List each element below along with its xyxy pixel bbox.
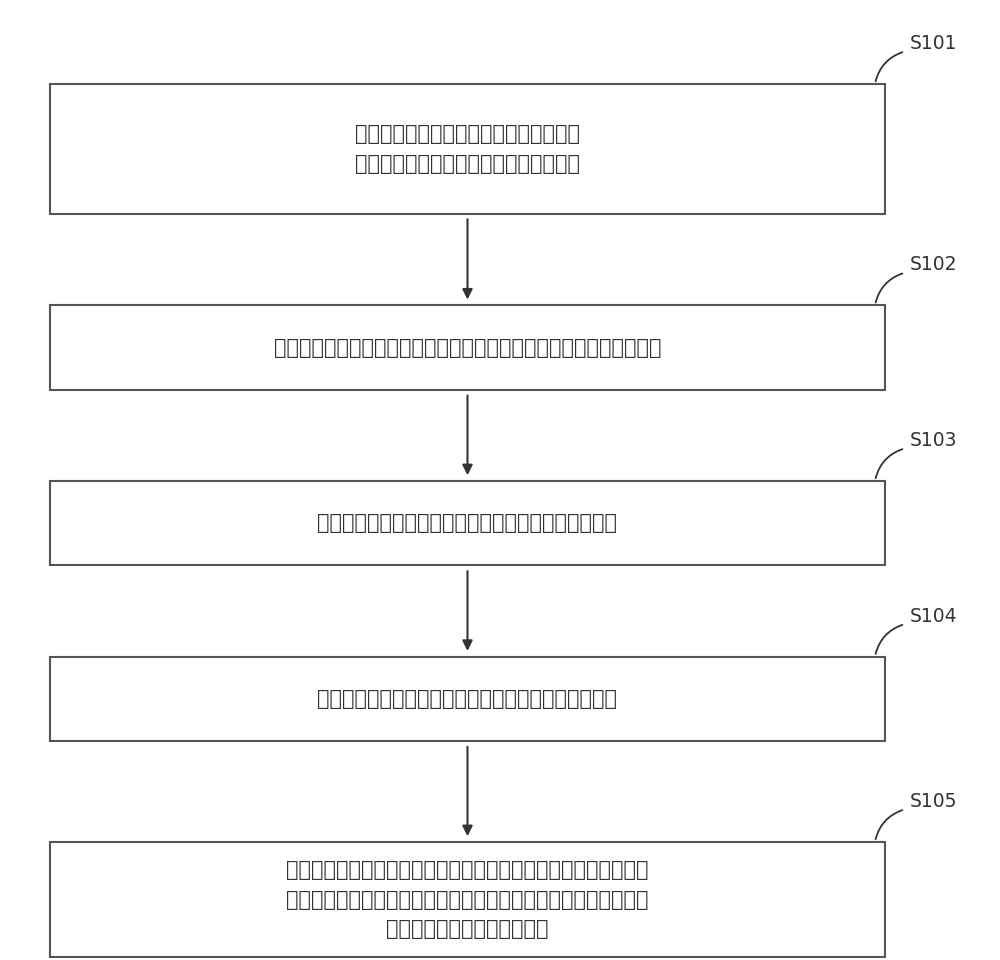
Text: S101: S101 (910, 35, 958, 53)
Text: S102: S102 (910, 255, 958, 275)
Bar (50, 84, 885, 214)
Text: S104: S104 (910, 607, 958, 626)
Bar (50, 481, 885, 565)
Text: S103: S103 (910, 431, 958, 450)
Text: 根据所述磁场分布计算所述目标铁心对应的麦克斯韦力: 根据所述磁场分布计算所述目标铁心对应的麦克斯韦力 (317, 689, 618, 708)
Text: 获取目标铁心的质量矩阵、磁场刚度矩阵
以及所述目标铁心所在电场的电场参数；: 获取目标铁心的质量矩阵、磁场刚度矩阵 以及所述目标铁心所在电场的电场参数； (355, 124, 580, 174)
Text: 根据所述质量矩阵、所述磁场刚度矩阵以及所述电场参数计算矢量磁位: 根据所述质量矩阵、所述磁场刚度矩阵以及所述电场参数计算矢量磁位 (274, 338, 661, 357)
Text: 根据所述矢量磁位计算所述目标铁心对应的磁场分布；: 根据所述矢量磁位计算所述目标铁心对应的磁场分布； (317, 514, 618, 533)
Text: 将所述质量矩阵、所述磁场刚度矩阵以及所述麦克斯韦力输入预设
机械振动方程，并基于谐波平衡法对所述机械振动方程进行求解，
得到所述目标铁心的振动位移: 将所述质量矩阵、所述磁场刚度矩阵以及所述麦克斯韦力输入预设 机械振动方程，并基于… (286, 860, 649, 939)
Bar (50, 842, 885, 957)
Text: S105: S105 (910, 792, 958, 811)
Bar (50, 657, 885, 741)
Bar (50, 305, 885, 390)
